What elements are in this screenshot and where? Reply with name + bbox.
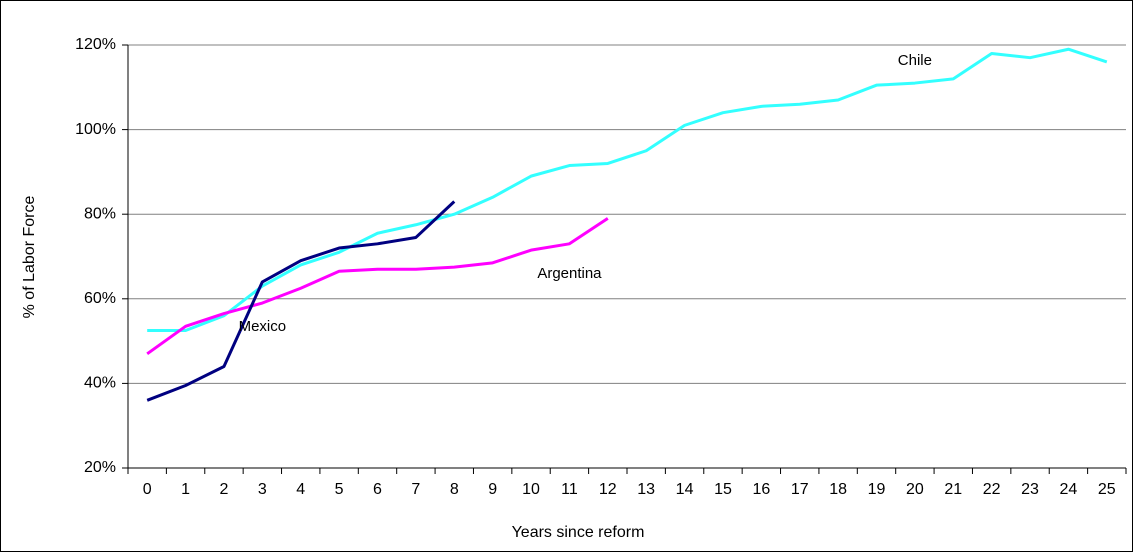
- series-annotation: Argentina: [537, 265, 602, 282]
- series-line: [146, 217, 609, 356]
- series-line: [146, 200, 456, 402]
- x-tick-label: 18: [829, 481, 847, 498]
- x-tick-label: 6: [373, 481, 382, 498]
- series-line: [147, 47, 1108, 333]
- x-tick-label: 16: [752, 481, 770, 498]
- x-tick-label: 12: [599, 481, 617, 498]
- series-annotation: Mexico: [239, 318, 287, 335]
- x-tick-label: 17: [791, 481, 809, 498]
- x-tick-label: 14: [676, 481, 694, 498]
- x-axis-title: Years since reform: [512, 524, 645, 541]
- x-tick-label: 9: [488, 481, 497, 498]
- x-tick-label: 5: [335, 481, 344, 498]
- y-tick-label: 100%: [75, 121, 116, 138]
- x-tick-label: 20: [906, 481, 924, 498]
- x-tick-label: 0: [143, 481, 152, 498]
- y-tick-label: 80%: [84, 205, 116, 222]
- x-tick-label: 7: [411, 481, 420, 498]
- x-tick-label: 25: [1098, 481, 1116, 498]
- series-annotation: Chile: [898, 52, 932, 69]
- x-tick-label: 4: [296, 481, 305, 498]
- y-axis-title: % of Labor Force: [21, 196, 38, 319]
- x-tick-label: 1: [181, 481, 190, 498]
- x-tick-label: 22: [983, 481, 1001, 498]
- x-tick-label: 15: [714, 481, 732, 498]
- x-tick-label: 3: [258, 481, 267, 498]
- x-tick-label: 23: [1021, 481, 1039, 498]
- y-tick-label: 20%: [84, 459, 116, 476]
- x-tick-label: 13: [637, 481, 655, 498]
- y-tick-label: 60%: [84, 290, 116, 307]
- x-tick-label: 24: [1060, 481, 1078, 498]
- x-tick-label: 19: [868, 481, 886, 498]
- x-tick-label: 8: [450, 481, 459, 498]
- x-tick-label: 21: [944, 481, 962, 498]
- x-tick-label: 11: [561, 481, 578, 498]
- x-tick-label: 10: [522, 481, 540, 498]
- x-tick-label: 2: [220, 481, 229, 498]
- y-tick-label: 120%: [75, 36, 116, 53]
- y-tick-label: 40%: [84, 375, 116, 392]
